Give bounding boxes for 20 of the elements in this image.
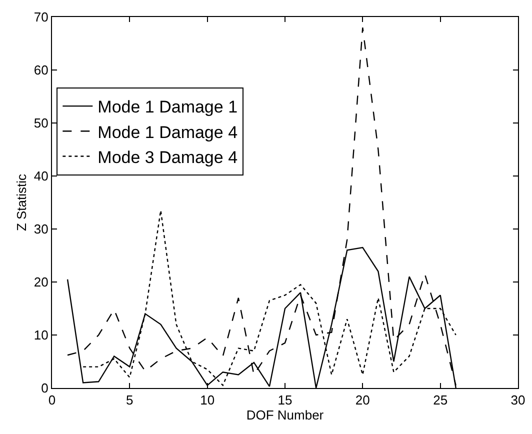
x-tick-label: 5 <box>126 392 134 408</box>
y-tick-label: 30 <box>34 222 48 237</box>
x-axis-title: DOF Number <box>246 408 324 423</box>
y-tick-label: 0 <box>41 380 48 396</box>
y-tick-label: 60 <box>34 62 48 78</box>
y-tick-label: 70 <box>34 10 48 25</box>
x-tick-label: 20 <box>355 392 370 408</box>
y-tick-label: 40 <box>34 168 48 184</box>
x-tick-label: 10 <box>200 392 215 408</box>
legend-label: Mode 1 Damage 4 <box>98 122 238 142</box>
line-series <box>66 27 456 386</box>
legend-label: Mode 1 Damage 1 <box>98 98 238 117</box>
y-tick-label: 10 <box>34 328 48 343</box>
legend-label: Mode 3 Damage 4 <box>98 148 238 167</box>
y-tick-label: 20 <box>34 274 48 290</box>
x-tick-label: 15 <box>278 392 292 408</box>
y-tick-label: 50 <box>34 116 48 131</box>
x-tick-label: 30 <box>510 392 526 408</box>
y-axis-title: Z Statistic <box>14 173 29 232</box>
x-tick-label: 25 <box>433 392 448 408</box>
